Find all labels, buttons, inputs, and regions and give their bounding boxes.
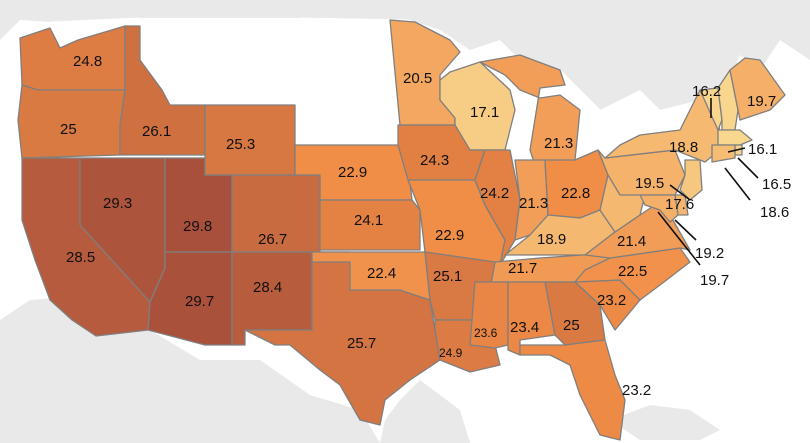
label-fl: 23.2 [622, 382, 651, 399]
state-il[interactable] [469, 149, 521, 266]
label-nc: 22.5 [618, 263, 647, 280]
label-id: 26.1 [142, 123, 171, 140]
leader-nj [669, 184, 691, 201]
label-ma: 16.1 [748, 141, 777, 158]
label-mn: 20.5 [403, 70, 432, 87]
label-ca: 28.5 [66, 249, 95, 266]
label-il: 24.2 [480, 185, 509, 202]
label-md: 19.7 [700, 272, 729, 289]
label-or: 25 [60, 121, 77, 138]
label-de: 19.2 [695, 245, 724, 262]
canada-land [0, 0, 810, 110]
mexico-east-land [380, 380, 470, 443]
label-ok: 22.4 [367, 265, 396, 282]
state-ma[interactable] [717, 129, 753, 146]
label-sc: 23.2 [597, 292, 626, 309]
label-vt: 16.2 [692, 83, 721, 100]
state-oh[interactable] [544, 149, 609, 219]
state-ms[interactable] [469, 281, 509, 349]
label-wa: 24.8 [73, 53, 102, 70]
label-co: 26.7 [258, 231, 287, 248]
leader-ct [724, 167, 751, 201]
label-nv: 29.3 [103, 195, 132, 212]
label-mo: 22.9 [435, 227, 464, 244]
label-ar: 25.1 [433, 268, 462, 285]
label-in: 21.3 [519, 195, 548, 212]
label-me: 19.7 [747, 93, 776, 110]
cuba-bahamas-land [610, 405, 720, 440]
state-ks[interactable] [319, 199, 421, 251]
leader-de [674, 219, 697, 241]
state-fl[interactable] [519, 339, 626, 441]
label-ks: 24.1 [354, 212, 383, 229]
label-nj: 17.6 [665, 196, 694, 213]
label-tx: 25.7 [347, 335, 376, 352]
label-ms: 23.6 [474, 326, 498, 340]
label-wi: 17.1 [470, 104, 499, 121]
label-mi: 21.3 [544, 135, 573, 152]
label-ky: 18.9 [537, 231, 566, 248]
label-pa: 19.5 [635, 175, 664, 192]
label-la: 24.9 [439, 346, 463, 360]
label-nm: 28.4 [253, 279, 282, 296]
state-md[interactable] [639, 194, 679, 223]
label-oh: 22.8 [561, 185, 590, 202]
leader-ma [727, 147, 746, 153]
label-va: 21.4 [617, 233, 646, 250]
label-ct: 18.6 [760, 204, 789, 221]
state-me[interactable] [729, 57, 786, 121]
leader-ri [737, 157, 759, 179]
leader-lines [657, 98, 759, 266]
label-tn: 21.7 [508, 260, 537, 277]
label-az: 29.7 [185, 293, 214, 310]
label-ny: 18.8 [669, 139, 698, 156]
label-ga: 25 [563, 317, 580, 334]
label-ia: 24.3 [420, 152, 449, 169]
states-layer [17, 19, 786, 441]
label-ri: 16.5 [762, 176, 791, 193]
leader-md [657, 211, 701, 266]
label-ne: 22.9 [338, 164, 367, 181]
value-labels: 24.8 25 26.1 28.5 29.3 29.8 29.7 25.3 26… [60, 53, 791, 399]
state-ct[interactable] [711, 144, 736, 163]
label-wy: 25.3 [226, 136, 255, 153]
label-al: 23.4 [510, 319, 539, 336]
label-ut: 29.8 [183, 218, 212, 235]
